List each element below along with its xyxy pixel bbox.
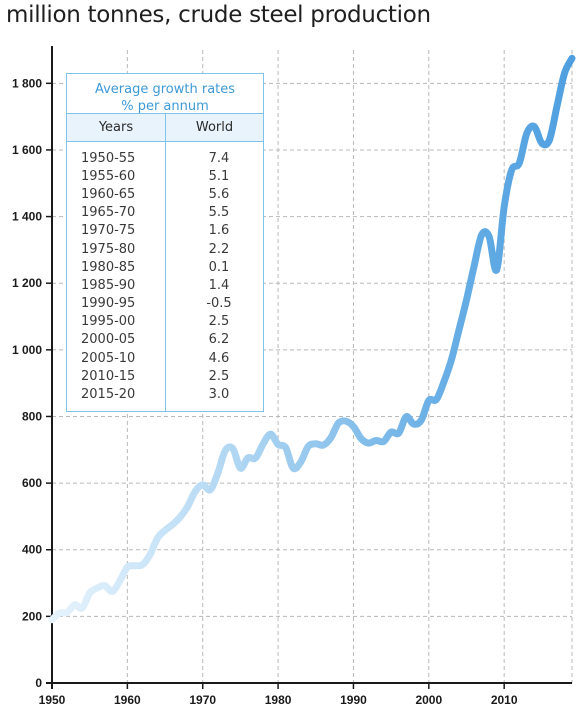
table-row: 2005-10 4.6: [67, 349, 263, 367]
y-tick-label: 1 800: [12, 76, 42, 90]
cell-world: 1.6: [208, 223, 230, 239]
cell-years: 2010-15: [81, 368, 136, 384]
x-tick-label: 2010: [491, 693, 518, 707]
cell-years: 1970-75: [81, 223, 136, 239]
y-tick-label: 1 000: [12, 343, 42, 357]
x-tick-label: 1960: [114, 693, 141, 707]
cell-years: 2000-05: [81, 332, 136, 348]
cell-world: 5.6: [208, 186, 230, 202]
column-header-world: World: [195, 120, 234, 135]
cell-years: 1955-60: [81, 168, 136, 184]
y-tick-label: 600: [22, 476, 42, 490]
cell-years: 1975-80: [81, 241, 136, 257]
x-axis-ticks: 1950 1960 1970 1980 1990 2000 2010: [39, 683, 518, 707]
table-row: 2015-20 3.0: [67, 385, 263, 403]
cell-world: -0.5: [206, 296, 232, 312]
table-row: 2000-05 6.2: [67, 331, 263, 349]
x-tick-label: 1990: [340, 693, 367, 707]
cell-years: 1980-85: [81, 259, 136, 275]
y-tick-label: 400: [22, 543, 42, 557]
cell-world: 2.5: [208, 314, 230, 330]
x-tick-label: 1980: [265, 693, 292, 707]
table-body: 1950-55 7.4 1955-60 5.1 1960-65 5.6 1965-70 5.5…: [67, 142, 263, 411]
x-tick-label: 2000: [415, 693, 442, 707]
cell-world: 7.4: [208, 150, 230, 166]
table-title: Average growth rates % per annum: [67, 74, 263, 114]
cell-world: 2.2: [208, 241, 230, 257]
cell-world: 2.5: [208, 368, 230, 384]
y-axis-ticks: 0 200 400 600 800 1 000 1 200 1 400 1 600 1 800: [12, 76, 52, 690]
cell-world: 5.1: [208, 168, 230, 184]
page-title: million tonnes, crude steel production: [6, 2, 431, 28]
table-row: 1955-60 5.1: [67, 167, 263, 185]
cell-world: 4.6: [208, 350, 230, 366]
table-row: 2010-15 2.5: [67, 367, 263, 385]
table-row: 1980-85 0.1: [67, 258, 263, 276]
cell-world: 5.5: [208, 205, 230, 221]
y-tick-label: 1 400: [12, 210, 42, 224]
y-tick-label: 0: [35, 676, 42, 690]
cell-years: 1965-70: [81, 205, 136, 221]
x-tick-label: 1970: [189, 693, 216, 707]
cell-years: 2005-10: [81, 350, 136, 366]
table-row: 1975-80 2.2: [67, 240, 263, 258]
cell-years: 1985-90: [81, 277, 136, 293]
cell-years: 1960-65: [81, 186, 136, 202]
y-tick-label: 1 600: [12, 143, 42, 157]
column-header-years: Years: [67, 114, 166, 141]
cell-world: 1.4: [208, 277, 230, 293]
table-row: 1985-90 1.4: [67, 276, 263, 294]
y-tick-label: 1 200: [12, 276, 42, 290]
table-row: 1960-65 5.6: [67, 185, 263, 203]
growth-rates-table: Average growth rates % per annum Years W…: [66, 73, 264, 412]
series-line: [48, 54, 576, 624]
table-title-line1: Average growth rates: [94, 82, 236, 97]
table-row: 1990-95 -0.5: [67, 295, 263, 313]
cell-years: 2015-20: [81, 387, 136, 403]
x-tick-label: 1950: [39, 693, 66, 707]
cell-years: 1990-95: [81, 296, 136, 312]
table-row: 1950-55 7.4: [67, 149, 263, 167]
axes: [46, 46, 572, 689]
table-row: 1965-70 5.5: [67, 204, 263, 222]
table-title-line2: % per annum: [121, 99, 209, 114]
y-tick-label: 200: [22, 609, 42, 623]
series-layer: [48, 54, 576, 624]
cell-years: 1950-55: [81, 150, 136, 166]
table-row: 1995-00 2.5: [67, 313, 263, 331]
table-row: 1970-75 1.6: [67, 222, 263, 240]
cell-world: 6.2: [208, 332, 230, 348]
y-tick-label: 800: [22, 409, 42, 423]
table-header: Years World: [67, 113, 263, 142]
cell-years: 1995-00: [81, 314, 136, 330]
cell-world: 0.1: [208, 259, 230, 275]
cell-world: 3.0: [208, 387, 230, 403]
